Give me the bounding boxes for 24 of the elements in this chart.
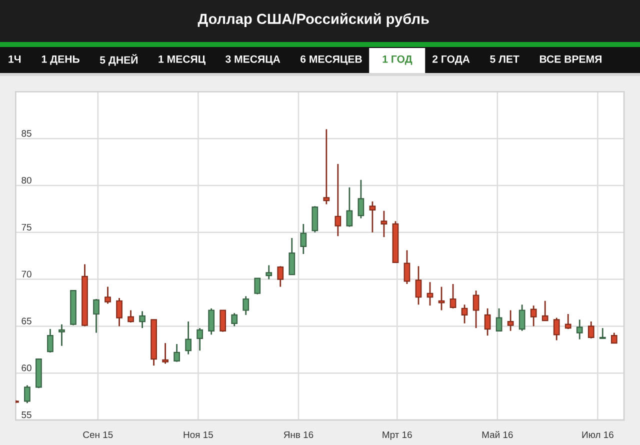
x-tick-label: Ноя 15 [184, 431, 213, 438]
y-tick-label: 70 [22, 270, 32, 278]
x-tick-label: Янв 16 [284, 431, 314, 438]
y-tick-label: 85 [22, 130, 32, 137]
text: 6 МЕСЯЦЕВ [300, 55, 362, 65]
text: 1 ДЕНЬ [42, 55, 80, 65]
text: 2 ГОДА [432, 55, 470, 65]
text: 5 ДНЕЙ [100, 54, 138, 66]
chart-title: Доллар США/Российский рубль [198, 13, 429, 27]
x-tick-label: Мрт 16 [382, 431, 412, 440]
y-tick-label: 75 [22, 224, 32, 231]
text: ВСЕ ВРЕМЯ [540, 55, 602, 63]
text: 5 ЛЕТ [490, 55, 520, 63]
x-tick-label: Май 16 [482, 430, 513, 438]
y-tick-label: 65 [22, 318, 32, 324]
text: 1 МЕСЯЦ [158, 55, 206, 65]
x-tick-label: Июл 16 [582, 431, 614, 438]
text: 1Ч [8, 55, 21, 63]
x-tick-label: Сен 15 [83, 431, 113, 438]
y-tick-label: 80 [22, 176, 32, 184]
y-tick-label: 60 [22, 364, 32, 372]
text: 3 МЕСЯЦА [225, 55, 280, 65]
y-tick-label: 55 [22, 412, 32, 418]
text: 1 ГОД [382, 55, 412, 65]
